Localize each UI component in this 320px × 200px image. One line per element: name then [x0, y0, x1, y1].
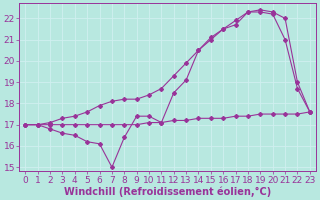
X-axis label: Windchill (Refroidissement éolien,°C): Windchill (Refroidissement éolien,°C)	[64, 186, 271, 197]
